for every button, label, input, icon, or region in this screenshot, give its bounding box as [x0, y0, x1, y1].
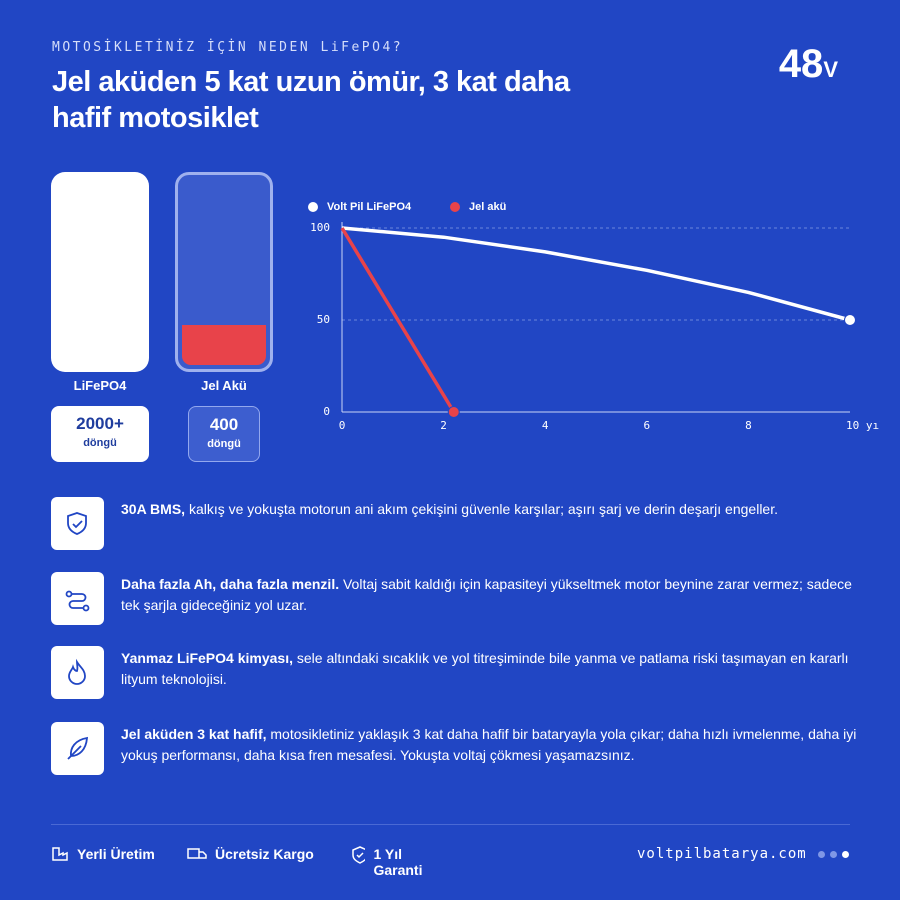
- y-tick-label: 50: [317, 313, 330, 326]
- icon: [67, 736, 88, 760]
- end-point: [447, 406, 460, 418]
- x-tick-label: 6: [643, 419, 650, 432]
- icon-path: [68, 658, 86, 685]
- x-tick-label: 8: [745, 419, 752, 432]
- icon-path: [65, 590, 73, 598]
- page-dot: [842, 851, 849, 858]
- badge-unit: V: [823, 57, 838, 82]
- battery-label: Jel Akü: [201, 378, 247, 393]
- feature-text: Daha fazla Ah, daha fazla menzil. Voltaj…: [121, 574, 861, 616]
- battery-lifepo4: [51, 172, 149, 372]
- x-tick-label: 0: [339, 419, 346, 432]
- footer-text: Ücretsiz Kargo: [215, 846, 314, 862]
- icon-path: [52, 847, 68, 861]
- feature-body: motosikletiniz yaklaşık 3 kat daha hafif…: [121, 726, 857, 763]
- icon-shield: [51, 497, 104, 550]
- page-dot: [830, 851, 837, 858]
- feature: Daha fazla Ah, daha fazla menzil. Voltaj…: [51, 572, 852, 626]
- x-tick-label: 2: [440, 419, 447, 432]
- feature: Yanmaz LiFePO4 kimyası, sele altındaki s…: [51, 646, 851, 700]
- icon: [52, 847, 68, 861]
- feature-text: Yanmaz LiFePO4 kimyası, sele altındaki s…: [121, 648, 861, 690]
- voltage-badge: 48V: [779, 42, 838, 87]
- icon-flame: [51, 646, 104, 699]
- data-line: [341, 226, 851, 322]
- feature: Jel aküden 3 kat hafif, motosikletiniz y…: [51, 722, 856, 776]
- cycle-unit: döngü: [83, 437, 117, 449]
- icon: [187, 848, 207, 859]
- divider: [51, 824, 850, 825]
- feature-lead: Daha fazla Ah, daha fazla menzil.: [121, 576, 340, 592]
- chart: 0 50 100 0 2 4 6 8 10 yıl Volt Pil LiFePO4 Jel akü: [308, 201, 880, 432]
- icon-path: [67, 736, 88, 760]
- page-dot: [818, 851, 825, 858]
- icon-path: [352, 846, 366, 864]
- y-tick-label: 0: [323, 405, 330, 418]
- feature-lead: 30A BMS,: [121, 501, 186, 517]
- icon: [352, 846, 366, 864]
- icon-path: [82, 604, 90, 612]
- footer-text: Yerli Üretim: [77, 846, 155, 862]
- icon-feather: [51, 722, 104, 775]
- icon: [68, 658, 86, 685]
- footer-item: Ücretsiz Kargo: [187, 846, 314, 862]
- cycle-count: 400: [209, 415, 239, 434]
- cycle-count: 2000+: [76, 414, 124, 433]
- legend-label: Jel akü: [469, 201, 506, 213]
- battery-fill: [182, 325, 266, 365]
- data-line: [340, 227, 456, 413]
- battery-gel: [175, 172, 273, 372]
- icon: [67, 512, 87, 535]
- headline: Jel aküden 5 kat uzun ömür, 3 kat daha h…: [52, 66, 570, 134]
- y-tick-label: 100: [310, 221, 330, 234]
- legend-marker: [450, 202, 460, 212]
- cycle-card: 400 döngü: [188, 406, 260, 462]
- feature-text: Jel aküden 3 kat hafif, motosikletiniz y…: [121, 724, 861, 766]
- footer-text: 1 Yıl Garanti: [373, 846, 423, 878]
- cycle-unit: döngü: [207, 438, 241, 450]
- legend-marker: [308, 202, 318, 212]
- footer-item: 1 Yıl Garanti: [352, 846, 442, 878]
- x-tick-label: 10 yıl: [846, 419, 880, 432]
- icon-route: [51, 572, 104, 625]
- icon-path: [187, 848, 207, 859]
- battery-label: LiFePO4: [73, 378, 127, 393]
- icon-path: [67, 512, 87, 535]
- feature-body: kalkış ve yokuşta motorun ani akım çekiş…: [188, 501, 778, 517]
- website: voltpilbatarya.com: [637, 846, 807, 862]
- end-point: [844, 314, 856, 326]
- eyebrow: MOTOSİKLETİNİZ İÇİN NEDEN LiFePO4?: [52, 40, 404, 55]
- feature-body: sele altındaki sıcaklık ve yol titreşimi…: [121, 650, 849, 687]
- footer-item: Yerli Üretim: [51, 846, 155, 862]
- x-tick-label: 4: [542, 419, 549, 432]
- cycle-card: 2000+ döngü: [51, 406, 149, 462]
- legend-label: Volt Pil LiFePO4: [327, 201, 412, 213]
- feature: 30A BMS, kalkış ve yokuşta motorun ani a…: [51, 497, 851, 551]
- icon-path: [68, 593, 87, 609]
- feature-lead: Jel aküden 3 kat hafif,: [121, 726, 267, 742]
- feature-body: Voltaj sabit kaldığı için kapasiteyi yük…: [121, 576, 852, 613]
- icon: [65, 590, 90, 612]
- feature-lead: Yanmaz LiFePO4 kimyası,: [121, 650, 293, 666]
- feature-text: 30A BMS, kalkış ve yokuşta motorun ani a…: [121, 499, 861, 520]
- badge-number: 48: [778, 42, 824, 86]
